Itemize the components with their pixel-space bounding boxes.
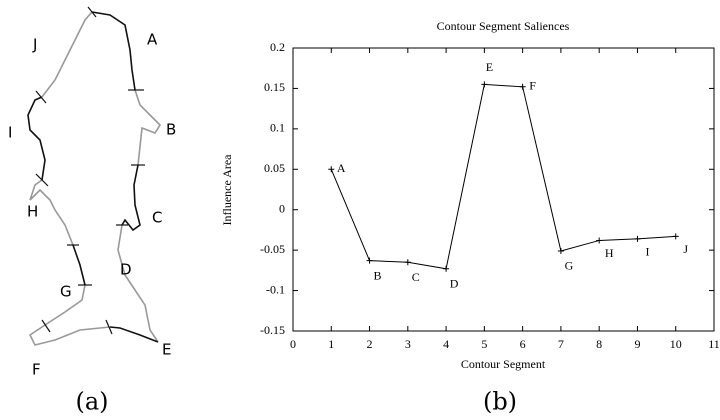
y-tick-label: 0.1 [270,121,285,135]
data-point [328,166,335,173]
contour-segment [72,244,86,286]
x-tick-label: 9 [634,337,640,351]
segment-separator [35,173,49,187]
contour-segment [27,96,46,181]
data-point [443,265,450,272]
segment-label: D [120,261,132,279]
segment-label: C [152,209,162,227]
segment-separator [87,6,97,18]
y-tick-label: -0.05 [260,242,285,256]
contour-segment [28,284,111,346]
y-tick-label: -0.15 [260,323,285,337]
data-point [672,233,679,240]
contour-segment [121,164,141,232]
point-label: D [450,276,459,290]
data-line [330,83,676,270]
segment-separator [35,90,47,104]
x-tick-label: 5 [481,337,487,351]
segment-label: J [32,36,37,54]
data-point [366,257,373,264]
point-label: F [529,79,536,93]
x-tick-label: 4 [443,337,449,351]
segment-label: H [27,203,38,221]
segment-label: I [8,124,12,142]
x-axis-label: Contour Segment [461,357,546,371]
segment-separator [105,319,113,335]
point-label: I [645,245,649,259]
y-axis-label: Influence Area [220,154,234,226]
data-point [404,259,411,266]
contour-segment [91,11,136,91]
point-label: B [374,268,382,282]
point-label: J [683,242,688,256]
segment-separator [41,319,51,333]
fish-contour: A B C D E F G H I J [8,6,176,379]
segment-label: A [147,31,158,49]
segment-label: B [166,121,176,139]
data-point [634,235,641,242]
y-tick-label: 0.15 [264,80,285,94]
panel-caption: (b) [483,388,517,416]
x-tick-label: 2 [367,337,373,351]
segment-label: G [60,283,72,301]
contour-segment [109,326,159,343]
segment-label: E [162,341,171,359]
segment-label: F [32,361,41,379]
point-label: A [337,161,346,175]
y-tick-label: 0.05 [264,161,285,175]
point-label: H [605,246,614,260]
plot-frame [292,47,715,332]
panel-caption: (a) [75,388,108,416]
x-tick-label: 8 [596,337,602,351]
x-tick-label: 11 [708,337,720,351]
x-tick-label: 3 [405,337,411,351]
x-tick-label: 6 [520,337,526,351]
x-tick-label: 0 [290,337,296,351]
point-label: G [565,259,574,273]
x-tick-label: 10 [670,337,682,351]
data-point [519,83,526,90]
data-point [557,247,564,254]
data-point [596,237,603,244]
x-tick-label: 1 [328,337,334,351]
x-tick-label: 7 [558,337,564,351]
data-point [481,81,488,88]
y-tick-label: 0 [279,201,285,215]
chart-title: Contour Segment Saliences [437,19,570,33]
contour-segment [41,11,93,98]
point-label: C [412,270,420,284]
contour-segment [134,89,162,166]
contour-segment [117,224,159,343]
y-tick-label: -0.1 [266,282,285,296]
y-tick-label: 0.2 [270,40,285,54]
contour-segment [29,179,74,246]
point-label: E [486,60,493,74]
